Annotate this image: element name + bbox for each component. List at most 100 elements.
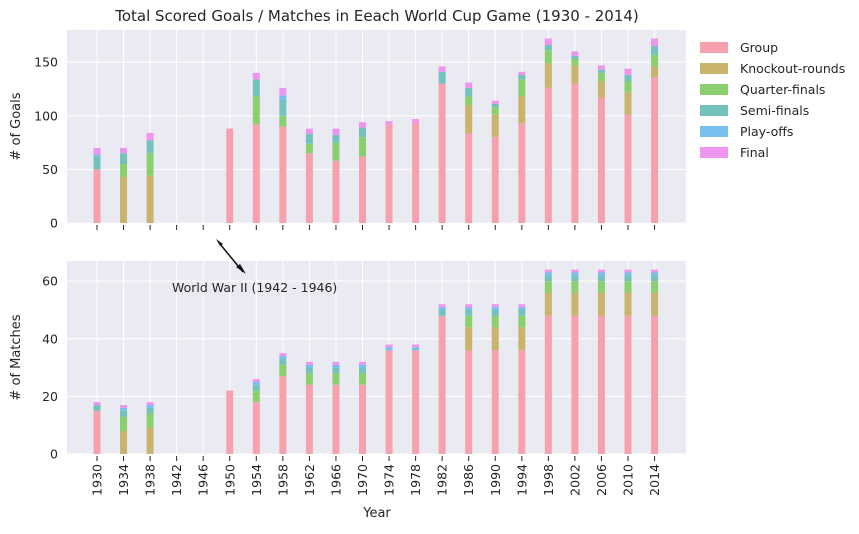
bar-group-2014 xyxy=(651,315,659,454)
x-tick-label: 1958 xyxy=(275,464,290,496)
bar-final-1998 xyxy=(544,38,552,46)
bar-play-offs-1962 xyxy=(305,364,313,368)
bar-semi-finals-1982 xyxy=(438,71,446,84)
x-tick-label: 1986 xyxy=(461,464,476,496)
bar-quarter-finals-2002 xyxy=(571,281,579,293)
legend-swatch xyxy=(700,84,728,95)
bar-knockout-rounds-1990 xyxy=(491,114,499,138)
x-tick-label: 1934 xyxy=(116,464,131,496)
bar-semi-finals-2006 xyxy=(597,275,605,282)
legend-label: Group xyxy=(740,40,778,55)
bar-semi-finals-1990 xyxy=(491,103,499,108)
x-tick-label: 2014 xyxy=(647,464,662,496)
bar-play-offs-1958 xyxy=(279,95,287,100)
x-tick-label: 1942 xyxy=(169,464,184,496)
bar-knockout-rounds-2010 xyxy=(624,92,632,115)
bar-quarter-finals-1994 xyxy=(518,79,526,97)
bar-final-1934 xyxy=(120,147,128,154)
legend-swatch xyxy=(700,126,728,137)
bar-quarter-finals-1970 xyxy=(359,373,366,385)
bar-semi-finals-1934 xyxy=(120,410,128,417)
bar-knockout-rounds-1934 xyxy=(120,430,128,454)
bar-semi-finals-2010 xyxy=(624,275,632,282)
bar-knockout-rounds-1938 xyxy=(146,175,154,223)
bar-group-1998 xyxy=(544,315,552,454)
bar-final-1938 xyxy=(146,402,154,406)
bar-quarter-finals-1934 xyxy=(120,416,128,431)
bar-group-1974 xyxy=(385,350,393,454)
bar-quarter-finals-1990 xyxy=(491,107,499,115)
bar-quarter-finals-1990 xyxy=(491,315,499,328)
bar-final-1930 xyxy=(93,147,101,155)
annotation-arrowhead xyxy=(236,264,246,274)
plot-background xyxy=(67,261,686,454)
bar-quarter-finals-1966 xyxy=(332,142,340,161)
bar-play-offs-2010 xyxy=(624,272,632,276)
x-tick-label: 1982 xyxy=(435,464,450,496)
bar-play-offs-1978 xyxy=(412,347,420,351)
bar-final-1954 xyxy=(252,379,260,382)
bar-play-offs-1994 xyxy=(518,307,526,310)
plot-background xyxy=(67,30,686,223)
x-tick-label: 1962 xyxy=(302,464,317,496)
bar-final-2006 xyxy=(597,269,605,273)
legend-swatch xyxy=(700,63,728,74)
bar-group-1962 xyxy=(305,384,313,454)
bar-group-1950 xyxy=(226,128,234,223)
bar-knockout-rounds-2002 xyxy=(571,65,579,84)
legend-item: Knockout-rounds xyxy=(700,61,845,76)
bar-quarter-finals-2010 xyxy=(624,81,632,93)
bar-semi-finals-1994 xyxy=(518,309,526,316)
bar-group-1950 xyxy=(226,390,234,454)
bar-group-1990 xyxy=(491,137,499,223)
bar-quarter-finals-1970 xyxy=(359,137,366,157)
bar-final-1990 xyxy=(491,100,499,104)
bar-play-offs-1966 xyxy=(332,364,340,368)
bar-play-offs-1954 xyxy=(252,381,260,385)
bar-group-1986 xyxy=(465,132,473,223)
bar-group-2010 xyxy=(624,114,632,223)
annotation-label: World War II (1942 - 1946) xyxy=(172,280,337,295)
bar-knockout-rounds-1998 xyxy=(544,63,552,88)
bar-knockout-rounds-1986 xyxy=(465,105,473,133)
bar-quarter-finals-2002 xyxy=(571,58,579,66)
bar-final-2002 xyxy=(571,51,579,56)
bar-semi-finals-1986 xyxy=(465,309,473,316)
bar-semi-finals-1930 xyxy=(93,405,101,411)
bar-quarter-finals-1966 xyxy=(332,373,340,385)
bar-semi-finals-2002 xyxy=(571,55,579,59)
bar-semi-finals-1938 xyxy=(146,140,154,154)
bar-semi-finals-1994 xyxy=(518,75,526,80)
legend-label: Final xyxy=(740,145,769,160)
bar-group-1978 xyxy=(412,350,420,454)
bar-semi-finals-1998 xyxy=(544,45,552,51)
bar-knockout-rounds-2006 xyxy=(597,81,605,98)
bar-quarter-finals-1958 xyxy=(279,115,287,127)
bar-group-1974 xyxy=(385,124,393,223)
bar-quarter-finals-2006 xyxy=(597,72,605,82)
bar-group-2010 xyxy=(624,315,632,454)
bar-group-1994 xyxy=(518,123,526,223)
x-tick-label: 1994 xyxy=(514,464,529,496)
bar-final-1966 xyxy=(332,128,340,136)
bar-final-2014 xyxy=(651,38,659,47)
legend-label: Semi-finals xyxy=(740,103,809,118)
legend-item: Final xyxy=(700,145,769,160)
bars-group xyxy=(93,38,659,224)
bar-final-1934 xyxy=(120,405,128,408)
x-tick-label: 2002 xyxy=(567,464,582,496)
bar-group-1958 xyxy=(279,126,287,223)
bar-group-1986 xyxy=(465,350,473,454)
bar-quarter-finals-1934 xyxy=(120,164,128,177)
y-axis-label: # of Goals xyxy=(9,92,24,160)
legend-item: Semi-finals xyxy=(700,103,809,118)
bar-quarter-finals-1938 xyxy=(146,153,154,176)
bar-semi-finals-1970 xyxy=(359,367,366,374)
legend-label: Play-offs xyxy=(740,124,793,139)
bar-group-2006 xyxy=(597,97,605,223)
bar-play-offs-1958 xyxy=(279,356,287,359)
bar-group-1990 xyxy=(491,350,499,454)
y-tick-label: 50 xyxy=(42,162,58,177)
bar-quarter-finals-1994 xyxy=(518,315,526,328)
bar-semi-finals-2006 xyxy=(597,69,605,73)
